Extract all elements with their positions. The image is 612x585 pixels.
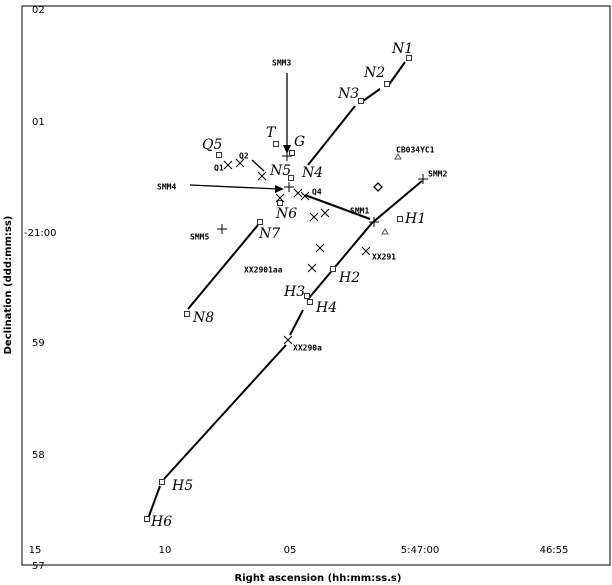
label: SMM4	[157, 183, 176, 192]
line	[308, 180, 423, 299]
triangle-marker	[394, 153, 402, 160]
arrow	[251, 159, 265, 172]
label: SMM3	[272, 59, 291, 68]
y-tick-label: 59	[32, 338, 45, 349]
cross-marker	[257, 171, 267, 181]
label: N5	[269, 163, 291, 179]
plus-marker	[282, 151, 292, 161]
label: G	[294, 134, 305, 150]
line	[289, 309, 304, 336]
line	[163, 344, 287, 480]
triangle-marker	[381, 228, 389, 235]
y-axis-label: Declination (ddd:mm:ss)	[3, 216, 14, 355]
line	[362, 88, 381, 102]
square-marker	[397, 216, 403, 222]
label: XX2901aa	[244, 266, 283, 275]
label: XX290a	[293, 344, 322, 353]
square-marker	[307, 299, 313, 305]
square-marker	[257, 219, 263, 225]
label: H3	[283, 284, 305, 300]
cross-marker	[315, 243, 325, 253]
x-axis-label: Right ascension (hh:mm:ss.s)	[235, 573, 402, 584]
label: N7	[258, 226, 280, 242]
plus-marker	[369, 217, 379, 227]
arrow-head	[283, 145, 291, 154]
square-marker	[159, 479, 165, 485]
line	[187, 224, 259, 310]
y-ticks: 02 01 -21:00 59 58 57	[24, 5, 56, 572]
label: N3	[337, 86, 359, 102]
cross-marker	[300, 191, 310, 201]
square-marker	[288, 175, 294, 181]
square-marker	[184, 311, 190, 317]
cross-marker	[361, 246, 371, 256]
arrow	[189, 184, 279, 190]
cross-marker	[283, 335, 293, 345]
plus-marker	[217, 224, 227, 234]
labels: N1 N2 N3 N4 N5 N6 N7 N8 H1 H2 H3 H4 H5 H…	[150, 41, 447, 530]
y-tick-label: 57	[32, 561, 45, 572]
square-marker	[289, 150, 295, 156]
arrow-head	[275, 185, 284, 193]
label: H1	[404, 211, 426, 227]
label: SMM2	[428, 170, 447, 179]
cross-marker	[307, 263, 317, 273]
label: H6	[150, 514, 172, 530]
x-ticks: 15 10 05 5:47:00 46:55	[29, 545, 569, 556]
label: Q5	[202, 137, 222, 153]
plus-marker	[418, 174, 428, 184]
square-marker	[406, 55, 412, 61]
plus-marker	[284, 182, 294, 192]
plot-frame	[21, 5, 611, 566]
line	[304, 194, 371, 220]
label: SMM5	[190, 233, 209, 242]
label: N4	[301, 165, 323, 181]
label: N6	[275, 206, 297, 222]
label: N1	[391, 41, 413, 57]
cross-marker	[235, 158, 245, 168]
cross-marker	[223, 160, 233, 170]
label: N8	[192, 310, 214, 326]
square-marker	[358, 98, 364, 104]
label: H4	[315, 300, 337, 316]
y-tick-label: 01	[32, 117, 45, 128]
square-marker	[277, 200, 283, 206]
cross-marker	[293, 188, 303, 198]
cross-marker	[275, 193, 285, 203]
label: T	[266, 125, 277, 141]
label: Q2	[239, 152, 249, 161]
y-tick-label: 58	[32, 450, 45, 461]
line	[307, 105, 356, 166]
line	[148, 485, 161, 517]
diamond-marker	[373, 182, 383, 192]
x-tick-label: 5:47:00	[401, 545, 440, 556]
cross-marker	[320, 208, 330, 218]
cross-marker	[309, 212, 319, 222]
label: CB034YC1	[396, 146, 435, 155]
label: Q1	[214, 164, 224, 173]
square-marker	[144, 516, 150, 522]
square-marker	[216, 152, 222, 158]
square-marker	[304, 293, 310, 299]
label: H2	[338, 270, 360, 286]
label: XX291	[372, 253, 396, 262]
x-tick-label: 05	[284, 545, 297, 556]
x-tick-label: 15	[29, 545, 42, 556]
label: Q4	[312, 188, 322, 197]
square-marker	[330, 266, 336, 272]
y-tick-label: 02	[32, 5, 45, 16]
label: N2	[363, 65, 385, 81]
square-marker	[273, 141, 279, 147]
line	[387, 61, 406, 87]
label: SMM1	[350, 207, 369, 216]
x-tick-label: 46:55	[540, 545, 569, 556]
x-tick-label: 10	[159, 545, 172, 556]
square-marker	[384, 81, 390, 87]
label: H5	[171, 478, 193, 494]
y-tick-label: -21:00	[24, 228, 56, 239]
filaments	[148, 61, 423, 517]
markers	[144, 55, 428, 522]
